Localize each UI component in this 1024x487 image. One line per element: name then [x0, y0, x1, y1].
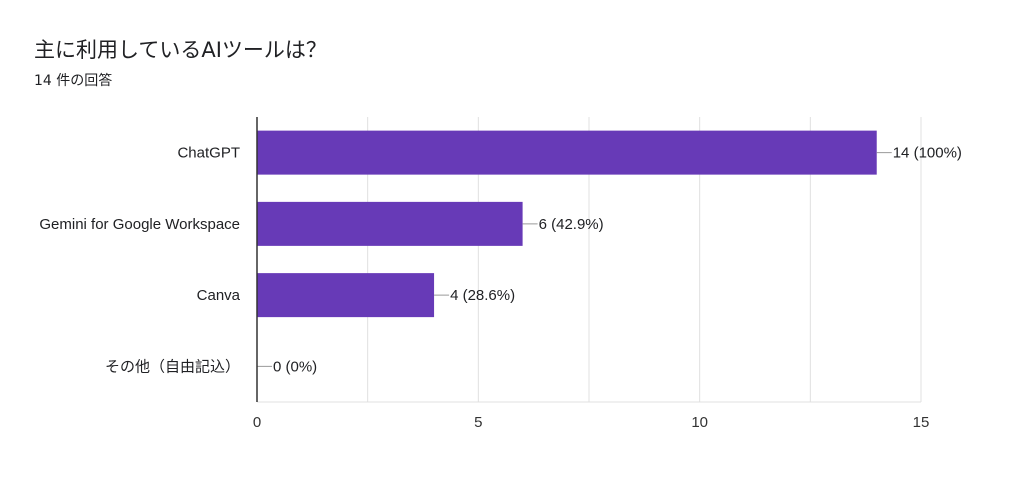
chart-title: 主に利用しているAIツールは？ [34, 38, 327, 62]
category-label: Gemini for Google Workspace [39, 216, 240, 233]
data-label: 0 (0%) [273, 358, 317, 375]
x-tick-label: 0 [253, 414, 261, 431]
category-label: Canva [197, 287, 241, 304]
x-tick-label: 5 [474, 414, 482, 431]
data-label: 14 (100%) [893, 145, 962, 162]
bar [257, 273, 435, 318]
x-tick-label: 10 [691, 414, 708, 431]
data-label: 4 (28.6%) [450, 287, 515, 304]
response-count: 14 件の回答 [34, 73, 113, 89]
category-label: ChatGPT [177, 145, 240, 162]
category-label: その他（自由記込） [105, 358, 240, 375]
bar [257, 201, 523, 246]
x-tick-label: 15 [913, 414, 930, 431]
bar [257, 130, 877, 175]
data-label: 6 (42.9%) [539, 216, 604, 233]
